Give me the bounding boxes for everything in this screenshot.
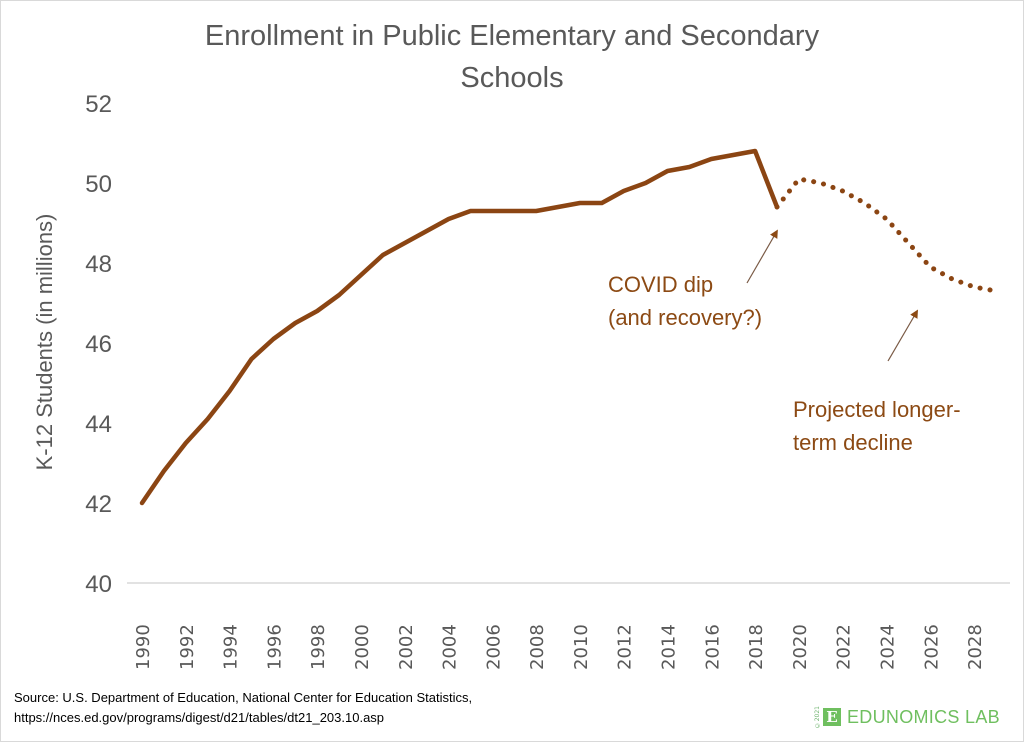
x-tick-label: 2020	[790, 624, 811, 670]
x-tick-label: 2012	[615, 624, 636, 670]
logo-copyright: ©2021	[814, 705, 821, 729]
x-tick-label: 2006	[483, 624, 504, 670]
x-tick-label: 2008	[527, 624, 548, 670]
x-tick-label: 2002	[396, 624, 417, 670]
chart-title-line-2: Schools	[460, 62, 564, 94]
x-tick-label: 2026	[921, 624, 942, 670]
y-tick-label: 52	[85, 91, 112, 118]
x-tick-label: 2014	[659, 624, 680, 670]
source-url: https://nces.ed.gov/programs/digest/d21/…	[14, 710, 385, 725]
x-tick-label: 1996	[264, 624, 285, 670]
x-tick-label: 1992	[177, 624, 198, 670]
projected-enrollment-line	[774, 176, 999, 294]
x-tick-label: 2018	[746, 624, 767, 670]
logo-name: EDUNOMICS LAB	[847, 706, 1000, 727]
y-tick-label: 40	[85, 571, 112, 598]
y-tick-label: 42	[85, 491, 112, 518]
x-tick-label: 2022	[834, 624, 855, 670]
annotation-arrow	[887, 309, 919, 362]
logo-e-icon: E	[823, 708, 841, 726]
source-line-1: Source: U.S. Department of Education, Na…	[14, 690, 473, 705]
x-tick-label: 2024	[878, 624, 899, 670]
x-tick-label: 1998	[308, 624, 329, 670]
actual-enrollment-line	[139, 148, 780, 506]
chart-title-line-1: Enrollment in Public Elementary and Seco…	[204, 20, 820, 52]
x-tick-label: 1990	[133, 624, 154, 670]
source-note: Source: U.S. Department of Education, Na…	[14, 688, 472, 728]
x-tick-label: 2016	[702, 624, 723, 670]
x-tick-label: 2028	[965, 624, 986, 670]
x-tick-label: 2000	[352, 624, 373, 670]
y-tick-label: 46	[85, 331, 112, 358]
y-tick-label: 48	[85, 251, 112, 278]
annotation-projected-decline: Projected longer- term decline	[793, 397, 961, 455]
edunomics-logo: ©2021 E EDUNOMICS LAB	[814, 706, 1000, 728]
x-tick-label: 2004	[440, 624, 461, 670]
y-tick-label: 44	[85, 411, 112, 438]
annotation-arrow	[746, 229, 778, 284]
y-tick-label: 50	[85, 171, 112, 198]
y-axis-label: K-12 Students (in millions)	[32, 214, 57, 471]
annotation-covid-dip: COVID dip (and recovery?)	[608, 272, 763, 330]
x-tick-label: 1994	[221, 624, 242, 670]
x-tick-label: 2010	[571, 624, 592, 670]
